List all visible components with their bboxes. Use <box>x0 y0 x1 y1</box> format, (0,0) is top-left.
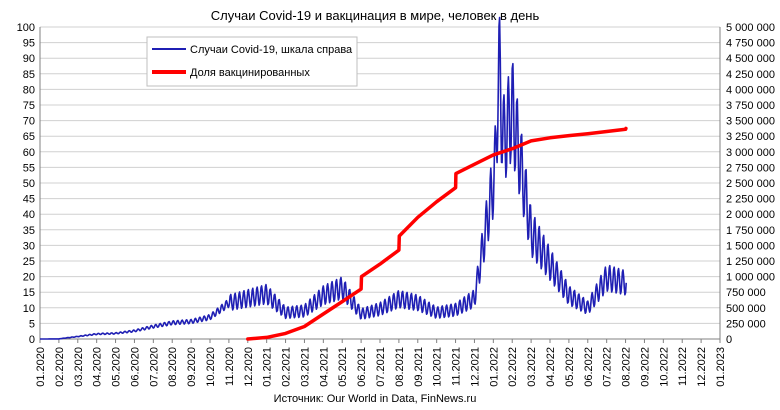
x-tick-label: 08.2021 <box>394 347 406 387</box>
left-tick-label: 65 <box>23 131 35 143</box>
right-tick-label: 4 000 000 <box>726 84 775 96</box>
x-tick-label: 02.2022 <box>507 347 519 387</box>
left-tick-label: 35 <box>23 225 35 237</box>
right-tick-label: 4 250 000 <box>726 69 775 81</box>
x-tick-label: 02.2020 <box>54 347 66 387</box>
x-tick-label: 09.2021 <box>413 347 425 387</box>
x-tick-label: 04.2020 <box>92 347 104 387</box>
right-tick-label: 1 000 000 <box>726 272 775 284</box>
left-tick-label: 95 <box>23 38 35 50</box>
grid <box>40 26 720 340</box>
series-line-cases <box>39 16 627 340</box>
series <box>39 16 628 341</box>
legend-box <box>146 36 358 87</box>
x-tick-label: 09.2020 <box>186 347 198 387</box>
x-tick-label: 05.2022 <box>564 347 576 387</box>
x-tick-label: 02.2021 <box>281 347 293 387</box>
x-tick-label: 10.2020 <box>205 347 217 387</box>
left-tick-label: 55 <box>23 162 35 174</box>
x-tick-label: 09.2022 <box>639 347 651 387</box>
right-tick-label: 2 750 000 <box>726 162 775 174</box>
x-tick-label: 04.2022 <box>545 347 557 387</box>
x-axis: 01.2020 02.2020 03.2020 04.2020 05.2020 06.20… <box>35 339 727 387</box>
left-tick-label: 25 <box>23 256 35 268</box>
right-tick-label: 2 000 000 <box>726 209 775 221</box>
left-tick-label: 90 <box>23 53 35 65</box>
right-tick-label: 2 250 000 <box>726 194 775 206</box>
left-tick-label: 45 <box>23 194 35 206</box>
x-tick-label: 07.2021 <box>375 347 387 387</box>
left-tick-label: 50 <box>23 178 35 190</box>
left-tick-label: 15 <box>23 287 35 299</box>
x-tick-label: 03.2020 <box>73 347 85 387</box>
left-tick-label: 100 <box>17 22 35 34</box>
x-tick-label: 05.2021 <box>337 347 349 387</box>
right-tick-label: 750 000 <box>726 287 766 299</box>
x-tick-label: 11.2021 <box>451 347 463 386</box>
x-tick-label: 12.2020 <box>243 347 255 387</box>
x-tick-label: 01.2020 <box>35 347 47 387</box>
x-tick-label: 11.2022 <box>677 347 689 386</box>
x-tick-label: 10.2021 <box>432 347 444 387</box>
x-tick-label: 07.2022 <box>602 347 614 387</box>
x-tick-label: 07.2020 <box>148 347 160 387</box>
x-tick-label: 12.2021 <box>469 347 481 387</box>
right-tick-label: 500 000 <box>726 303 766 315</box>
left-axis: 0 5 10 15 20 25 30 35 40 45 50 55 60 65 70 75 80 85 90 95 10… <box>17 22 35 346</box>
left-tick-label: 75 <box>23 100 35 112</box>
x-tick-label: 04.2021 <box>318 347 330 387</box>
right-tick-label: 1 500 000 <box>726 240 775 252</box>
series-line-vaccinated <box>246 126 628 341</box>
x-tick-label: 03.2021 <box>299 347 311 387</box>
x-tick-label: 06.2020 <box>129 347 141 387</box>
x-tick-label: 08.2022 <box>621 347 633 387</box>
left-tick-label: 10 <box>23 303 35 315</box>
right-tick-label: 2 500 000 <box>726 178 775 190</box>
right-tick-label: 3 250 000 <box>726 131 775 143</box>
x-tick-label: 06.2021 <box>356 347 368 387</box>
right-tick-label: 0 <box>726 334 732 346</box>
left-tick-label: 85 <box>23 69 35 81</box>
right-axis: 0 250 000 500 000 750 000 1 000 000 1 250 000… <box>726 22 775 346</box>
legend: Случаи Covid-19, шкала справа Доля вакци… <box>146 36 358 87</box>
x-tick-label: 10.2022 <box>658 347 670 387</box>
x-tick-label: 08.2020 <box>167 347 179 387</box>
x-tick-label: 05.2020 <box>111 347 123 387</box>
left-tick-label: 80 <box>23 84 35 96</box>
source-note: Источник: Our World in Data, FinNews.ru <box>274 393 477 405</box>
legend-label-cases: Случаи Covid-19, шкала справа <box>190 44 353 56</box>
right-tick-label: 3 500 000 <box>726 116 775 128</box>
right-tick-label: 250 000 <box>726 318 766 330</box>
left-tick-label: 20 <box>23 272 35 284</box>
x-tick-label: 11.2020 <box>224 347 236 386</box>
right-tick-label: 5 000 000 <box>726 22 775 34</box>
right-tick-label: 1 750 000 <box>726 225 775 237</box>
legend-label-vaccinated: Доля вакцинированных <box>190 67 310 79</box>
x-tick-label: 06.2022 <box>583 347 595 387</box>
x-tick-label: 01.2021 <box>262 347 274 387</box>
right-tick-label: 4 500 000 <box>726 53 775 65</box>
right-tick-label: 3 750 000 <box>726 100 775 112</box>
left-tick-label: 60 <box>23 147 35 159</box>
chart-title: Случаи Covid-19 и вакцинация в мире, чел… <box>211 8 540 23</box>
x-tick-label: 01.2023 <box>715 347 727 387</box>
x-tick-label: 03.2022 <box>526 347 538 387</box>
left-tick-label: 30 <box>23 240 35 252</box>
right-tick-label: 1 250 000 <box>726 256 775 268</box>
left-tick-label: 70 <box>23 116 35 128</box>
left-tick-label: 0 <box>29 334 35 346</box>
left-tick-label: 40 <box>23 209 35 221</box>
right-tick-label: 4 750 000 <box>726 38 775 50</box>
x-tick-label: 01.2022 <box>488 347 500 387</box>
x-tick-label: 12.2022 <box>696 347 708 387</box>
left-tick-label: 5 <box>29 318 35 330</box>
right-tick-label: 3 000 000 <box>726 147 775 159</box>
